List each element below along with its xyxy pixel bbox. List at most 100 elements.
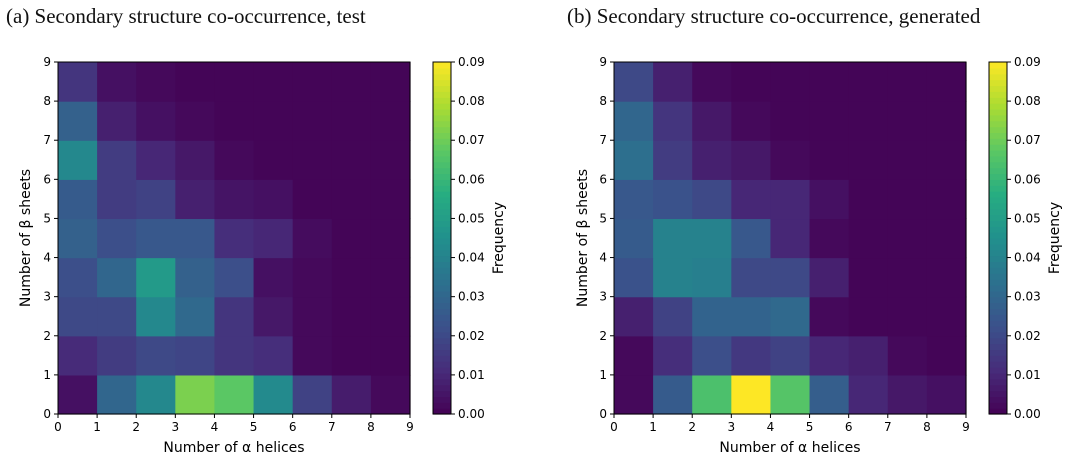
- panel-b-colorbar-tick-label: 0.04: [1014, 251, 1041, 265]
- panel-a-y-tick-label: 7: [43, 133, 51, 147]
- panel-b-cell: [653, 179, 693, 220]
- panel-b-cell: [692, 335, 732, 376]
- panel-a-cell: [370, 257, 411, 298]
- panel-a-cell: [175, 218, 216, 259]
- panel-b-colorbar-label: Frequency: [1047, 202, 1063, 274]
- panel-b-colorbar-segment: [989, 126, 1007, 133]
- panel-b-x-tick-label: 5: [806, 420, 814, 434]
- panel-b-cell: [887, 179, 928, 220]
- panel-b-cell: [848, 335, 889, 376]
- panel-a-cell: [331, 62, 372, 102]
- panel-a-title: (a) Secondary structure co-occurrence, t…: [6, 4, 366, 28]
- panel-a-colorbar-segment: [433, 132, 451, 139]
- panel-a-cell: [136, 179, 176, 220]
- panel-b-cell: [887, 101, 928, 141]
- panel-b-colorbar-segment: [989, 97, 1007, 104]
- panel-b-cell: [653, 140, 693, 180]
- panel-b-cell: [653, 374, 693, 415]
- panel-b-cell: [653, 218, 693, 259]
- panel-a-colorbar-segment: [433, 296, 451, 304]
- panel-a-colorbar-segment: [433, 249, 451, 257]
- panel-b-colorbar-segment: [989, 138, 1007, 145]
- panel-a-cell: [136, 62, 176, 102]
- panel-b-colorbar-segment: [989, 103, 1007, 110]
- panel-a-colorbar-segment: [433, 202, 451, 210]
- panel-a-colorbar-segment: [433, 390, 451, 397]
- panel-b-cell: [653, 62, 693, 102]
- panel-a-cell: [292, 296, 333, 337]
- panel-a-colorbar-segment: [433, 284, 451, 292]
- panel-a-y-tick-label: 4: [43, 251, 51, 265]
- panel-b-colorbar-frame: [988, 61, 1008, 415]
- panel-a-colorbar-segment: [433, 126, 451, 133]
- panel-b-x-tick-label: 1: [649, 420, 657, 434]
- panel-a-cell: [292, 62, 333, 102]
- panel-b-cell: [614, 257, 654, 298]
- panel-a-cell: [253, 179, 294, 220]
- panel-b-colorbar-segment: [989, 132, 1007, 139]
- panel-a-y-tick-label: 8: [43, 94, 51, 108]
- panel-a-colorbar-segment: [433, 73, 451, 81]
- panel-b-cell: [848, 218, 889, 259]
- panel-b-colorbar-segment: [989, 378, 1007, 386]
- panel-b-colorbar-segment: [989, 191, 1007, 198]
- panel-a-x-tick-label: 0: [54, 420, 62, 434]
- panel-a-cell: [253, 374, 294, 415]
- panel-b-colorbar-segment: [989, 343, 1007, 351]
- panel-b-cell: [926, 296, 967, 337]
- panel-a-cell: [370, 374, 411, 415]
- panel-a-colorbar-segment: [433, 208, 451, 216]
- panel-b-colorbar-segment: [989, 290, 1007, 298]
- panel-b-cell: [848, 101, 889, 141]
- panel-b-colorbar-segment: [989, 185, 1007, 192]
- panel-b-colorbar-segment: [989, 108, 1007, 116]
- panel-a-colorbar-segment: [433, 378, 451, 386]
- panel-a-cell: [214, 140, 255, 180]
- panel-a-colorbar-segment: [433, 167, 451, 175]
- panel-b-colorbar-segment: [989, 396, 1007, 403]
- panel-a-cell: [97, 374, 137, 415]
- panel-a-cell: [175, 374, 216, 415]
- panel-a-cell: [331, 374, 372, 415]
- panel-a-colorbar-segment: [433, 161, 451, 169]
- panel-a-cell: [58, 296, 98, 337]
- panel-b-y-tick-label: 9: [599, 55, 607, 69]
- panel-b-colorbar-segment: [989, 150, 1007, 157]
- panel-b-cell: [848, 140, 889, 180]
- panel-b-cell: [809, 257, 850, 298]
- panel-b-cell: [731, 374, 772, 415]
- panel-b-x-tick-label: 2: [688, 420, 696, 434]
- panel-b-cell: [926, 218, 967, 259]
- panel-b-colorbar-segment: [989, 273, 1007, 280]
- panel-b-y-tick-label: 6: [599, 172, 607, 186]
- panel-a-y-tick-label: 0: [43, 407, 51, 421]
- panel-b-colorbar-segment: [989, 179, 1007, 186]
- panel-a-cell: [58, 140, 98, 180]
- panel-b-colorbar-segment: [989, 114, 1007, 122]
- panel-b-cell: [653, 335, 693, 376]
- panel-b-colorbar-segment: [989, 279, 1007, 286]
- panel-b-colorbar-segment: [989, 267, 1007, 274]
- panel-a-cell: [175, 179, 216, 220]
- panel-a-cell: [58, 179, 98, 220]
- panel-b-colorbar-segment: [989, 349, 1007, 356]
- panel-b-cell: [887, 374, 928, 415]
- panel-b-colorbar-segment: [989, 91, 1007, 98]
- panel-b-colorbar-segment: [989, 308, 1007, 315]
- panel-a-x-tick-label: 6: [289, 420, 297, 434]
- panel-b-y-tick-label: 0: [599, 407, 607, 421]
- panel-a-cell: [58, 218, 98, 259]
- panel-a-cell: [253, 62, 294, 102]
- panel-b-cell: [731, 179, 772, 220]
- panel-a-colorbar-segment: [433, 308, 451, 315]
- panel-a-cell: [331, 335, 372, 376]
- panel-b-cell: [770, 62, 811, 102]
- panel-a-colorbar-tick-label: 0.09: [458, 55, 485, 69]
- panel-b-colorbar-segment: [989, 408, 1007, 415]
- panel-a-colorbar-segment: [433, 173, 451, 180]
- panel-a-cell: [97, 101, 137, 141]
- panel-a-colorbar-segment: [433, 62, 451, 69]
- panel-a-colorbar-segment: [433, 402, 451, 409]
- panel-b-cell: [731, 335, 772, 376]
- panel-a-cell: [370, 101, 411, 141]
